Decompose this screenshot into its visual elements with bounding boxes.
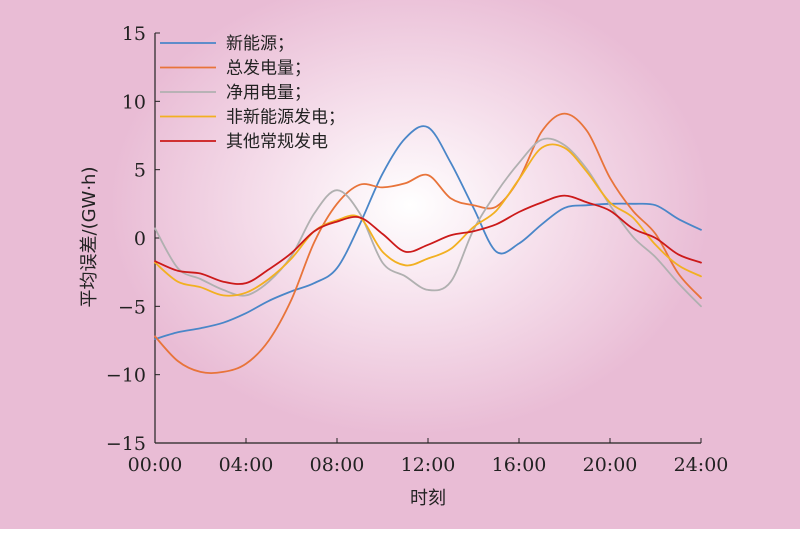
legend-label: 其他常规发电 [226,132,328,152]
series-lines [154,112,702,375]
x-axis-label: 时刻 [410,488,446,509]
series-line-3 [154,137,702,308]
legend-label: 非新能源发电； [226,108,345,128]
y-axis-label: 平均误差/(GW·h) [79,167,100,308]
legend-label: 总发电量； [226,59,311,79]
y-tick-label: −15 [106,433,146,455]
y-tick-label: 0 [134,228,146,250]
x-tick-label: 24:00 [674,454,729,476]
y-tick-label: −5 [118,296,146,318]
legend-label: 净用电量； [226,83,311,103]
series-line-1 [154,125,702,340]
y-tick-label: −10 [106,365,146,387]
legend-label: 新能源； [226,34,294,54]
y-tick-label: 5 [134,160,146,182]
x-tick-label: 08:00 [310,454,365,476]
legend: 新能源； 总发电量； 净用电量； 非新能源发电； 其他常规发电 [160,34,345,152]
x-tick-label: 12:00 [401,454,456,476]
series-line-4 [154,143,702,297]
x-tick-label: 00:00 [128,454,183,476]
x-tick-label: 04:00 [219,454,274,476]
series-line-5 [154,194,702,285]
series-line-2 [154,112,702,375]
x-tick-label: 20:00 [583,454,638,476]
x-tick-label: 16:00 [492,454,547,476]
y-tick-label: 15 [122,23,146,45]
y-tick-label: 10 [122,91,146,113]
